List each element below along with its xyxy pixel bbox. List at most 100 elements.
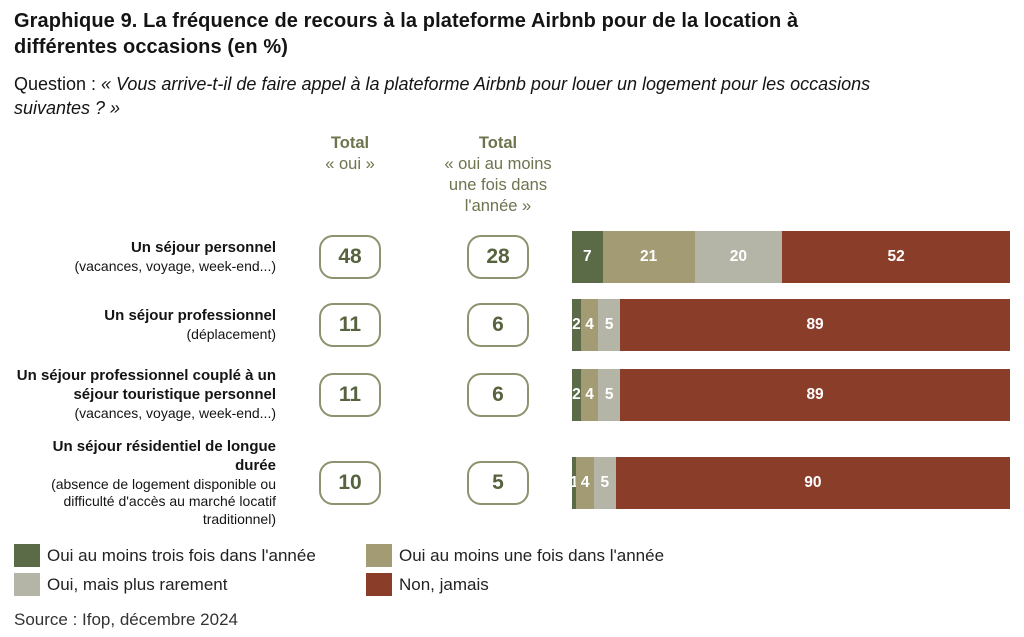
column-header-line: l'année » xyxy=(464,196,532,215)
stacked-bar: 2 4 5 89 xyxy=(572,368,1010,421)
legend-item-trois-fois: Oui au moins trois fois dans l'année xyxy=(14,544,366,568)
row-label-main: Un séjour personnel xyxy=(130,238,276,256)
stacked-bar: 2 4 5 89 xyxy=(572,299,1010,352)
legend-label: Oui au moins une fois dans l'année xyxy=(399,545,665,565)
column-header-total-oui: Total « oui » xyxy=(276,133,424,217)
header-spacer xyxy=(14,133,276,217)
total-oui-value: 11 xyxy=(319,372,381,417)
legend-swatch-dark-green xyxy=(14,544,40,568)
total-oui-annual-value: 28 xyxy=(467,235,529,280)
legend-item-une-fois: Oui au moins une fois dans l'année xyxy=(366,544,665,568)
column-header-line: « oui au moins xyxy=(444,154,552,173)
column-header-title: Total xyxy=(330,133,370,152)
column-header-line: « oui » xyxy=(325,154,375,173)
total-oui-cell: 48 xyxy=(276,235,424,280)
bar-segment: 89 xyxy=(620,299,1010,352)
bar-segment: 1 xyxy=(569,457,579,510)
bar-segment: 52 xyxy=(782,231,1010,284)
total-oui-annual-cell: 6 xyxy=(424,303,572,348)
row-label-sub: (vacances, voyage, week-end...) xyxy=(74,257,276,274)
bar-segment-value: 2 xyxy=(572,385,581,403)
bar-segment-value: 4 xyxy=(585,385,594,403)
legend-label: Oui au moins trois fois dans l'année xyxy=(47,545,316,565)
bar-segment: 4 xyxy=(576,457,594,510)
total-oui-value: 48 xyxy=(319,235,381,280)
title-prefix: Graphique 9. xyxy=(14,10,138,32)
bar-segment: 5 xyxy=(598,299,621,352)
survey-question: Question : « Vous arrive-t-il de faire a… xyxy=(14,73,914,121)
bar-segment: 90 xyxy=(615,457,1010,510)
legend-label: Non, jamais xyxy=(399,574,489,594)
total-oui-annual-cell: 5 xyxy=(424,461,572,506)
chart-row-sejour-professionnel: Un séjour professionnel (déplacement) 11… xyxy=(14,299,1010,352)
chart-row-sejour-residentiel: Un séjour résidentiel de longue durée (a… xyxy=(14,438,1010,528)
bar-segment-value: 4 xyxy=(580,474,590,492)
total-oui-annual-value: 6 xyxy=(467,303,529,348)
bar-segment-value: 89 xyxy=(806,385,824,403)
stacked-bar: 7 21 20 52 xyxy=(572,231,1010,284)
bar-segment-value: 2 xyxy=(572,316,581,334)
total-oui-cell: 10 xyxy=(276,461,424,506)
bar-segment-value: 5 xyxy=(604,316,614,334)
legend-item-non-jamais: Non, jamais xyxy=(366,573,664,597)
bar-segment-value: 5 xyxy=(604,385,614,403)
total-oui-annual-cell: 28 xyxy=(424,235,572,280)
row-label-sub: (absence de logement disponible ou diffi… xyxy=(51,475,276,527)
legend-swatch-olive xyxy=(366,544,392,568)
bar-segment-value: 4 xyxy=(585,316,594,334)
column-header-line: une fois dans xyxy=(448,175,548,194)
question-prefix: Question : xyxy=(14,73,102,94)
chart-row-sejour-professionnel-touristique: Un séjour professionnel couplé à un séjo… xyxy=(14,367,1010,422)
row-label-main: Un séjour résidentiel de longue durée xyxy=(52,438,276,474)
total-oui-annual-value: 6 xyxy=(467,372,529,417)
total-oui-annual-cell: 6 xyxy=(424,372,572,417)
legend-label: Oui, mais plus rarement xyxy=(47,574,228,594)
row-label-main: Un séjour professionnel couplé à un séjo… xyxy=(16,367,276,403)
bar-segment-value: 21 xyxy=(640,248,658,266)
column-header-total-oui-annual: Total « oui au moins une fois dans l'ann… xyxy=(424,133,572,217)
row-label-sub: (vacances, voyage, week-end...) xyxy=(74,404,276,421)
bar-segment: 5 xyxy=(598,368,621,421)
bar-segment: 20 xyxy=(694,231,783,284)
question-quote: « Vous arrive-t-il de faire appel à la p… xyxy=(14,73,871,118)
total-oui-annual-value: 5 xyxy=(467,461,529,506)
bar-segment: 7 xyxy=(572,231,603,284)
bar-segment-value: 89 xyxy=(806,316,824,334)
bar-segment-value: 5 xyxy=(600,474,610,492)
total-oui-value: 11 xyxy=(319,303,381,348)
bar-segment: 4 xyxy=(580,368,599,421)
stacked-bar: 1 4 5 90 xyxy=(569,457,1010,510)
legend-swatch-gray-green xyxy=(14,573,40,597)
bar-segment: 4 xyxy=(580,299,599,352)
chart-row-sejour-personnel: Un séjour personnel (vacances, voyage, w… xyxy=(14,231,1010,284)
bar-segment: 2 xyxy=(572,299,581,352)
row-label: Un séjour personnel (vacances, voyage, w… xyxy=(14,239,276,275)
page-title: Graphique 9. La fréquence de recours à l… xyxy=(14,8,864,61)
row-label-sub: (déplacement) xyxy=(186,325,277,342)
legend-item-plus-rarement: Oui, mais plus rarement xyxy=(14,573,366,597)
total-oui-cell: 11 xyxy=(276,372,424,417)
bar-segment-value: 20 xyxy=(729,248,748,266)
bar-segment: 5 xyxy=(593,457,616,510)
total-oui-value: 10 xyxy=(319,461,381,506)
row-label: Un séjour professionnel (déplacement) xyxy=(14,307,276,343)
bar-segment: 21 xyxy=(602,231,695,284)
chart-rows: Un séjour personnel (vacances, voyage, w… xyxy=(14,231,1010,528)
column-header-title: Total xyxy=(478,133,518,152)
legend-swatch-brick-red xyxy=(366,573,392,597)
row-label: Un séjour professionnel couplé à un séjo… xyxy=(14,367,276,422)
title-text: La fréquence de recours à la plateforme … xyxy=(14,10,799,59)
row-label: Un séjour résidentiel de longue durée (a… xyxy=(14,438,276,528)
bar-segment-value: 1 xyxy=(569,474,579,492)
source-note: Source : Ifop, décembre 2024 xyxy=(14,610,238,630)
chart-legend: Oui au moins trois fois dans l'année Oui… xyxy=(14,544,665,597)
row-label-main: Un séjour professionnel xyxy=(104,306,276,324)
bar-segment-value: 52 xyxy=(887,248,905,266)
total-oui-cell: 11 xyxy=(276,303,424,348)
column-headers: Total « oui » Total « oui au moins une f… xyxy=(14,133,1010,217)
bar-segment: 2 xyxy=(572,368,581,421)
bar-segment: 89 xyxy=(620,368,1010,421)
bar-segment-value: 90 xyxy=(804,474,822,492)
bar-segment-value: 7 xyxy=(583,248,592,266)
